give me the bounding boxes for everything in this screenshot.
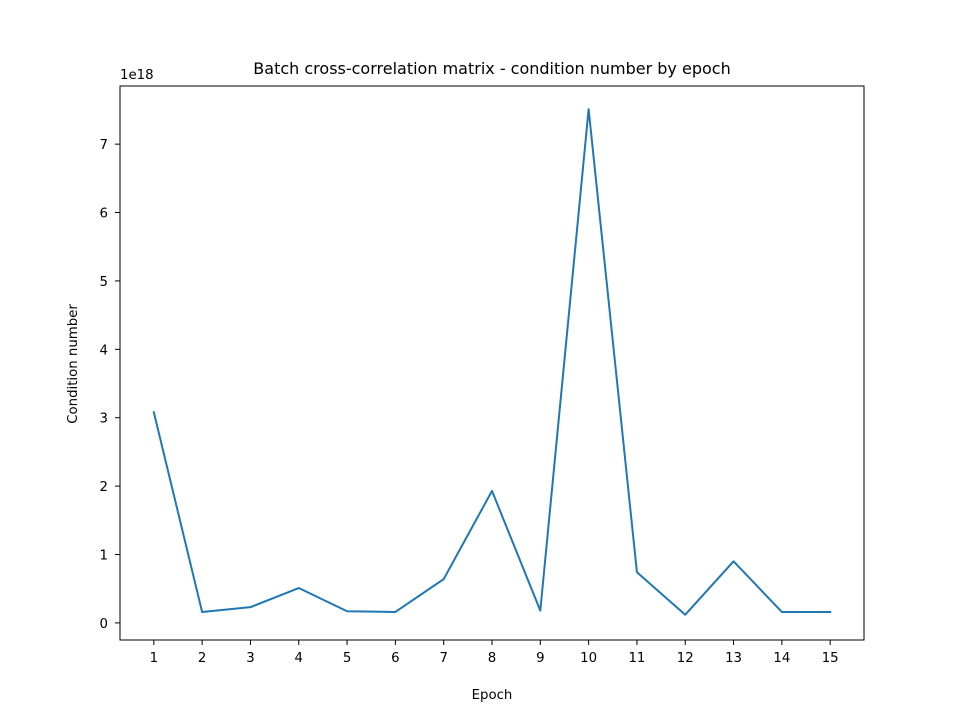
x-tick-label: 14 [773,651,790,666]
x-tick-label: 7 [439,651,447,666]
x-tick-label: 6 [391,651,399,666]
y-tick-label: 5 [100,275,108,290]
y-axis-offset-label: 1e18 [120,68,154,83]
x-tick-label: 10 [580,651,597,666]
x-tick-label: 3 [246,651,254,666]
y-tick-label: 6 [100,207,108,222]
y-tick-label: 0 [100,617,108,632]
x-tick-label: 12 [677,651,694,666]
x-tick-label: 13 [725,651,742,666]
y-axis-label: Condition number [66,304,81,424]
y-tick-label: 4 [100,343,108,358]
chart-title: Batch cross-correlation matrix - conditi… [253,59,730,78]
x-axis-label: Epoch [472,688,513,703]
x-tick-label: 15 [822,651,839,666]
x-tick-label: 8 [488,651,496,666]
y-tick-label: 2 [100,480,108,495]
x-tick-label: 11 [628,651,645,666]
y-tick-label: 7 [100,138,108,153]
y-tick-label: 1 [100,549,108,564]
x-tick-label: 4 [295,651,303,666]
x-tick-label: 2 [198,651,206,666]
x-tick-label: 9 [536,651,544,666]
x-tick-label: 1 [150,651,158,666]
y-tick-label: 3 [100,412,108,427]
x-tick-label: 5 [343,651,351,666]
